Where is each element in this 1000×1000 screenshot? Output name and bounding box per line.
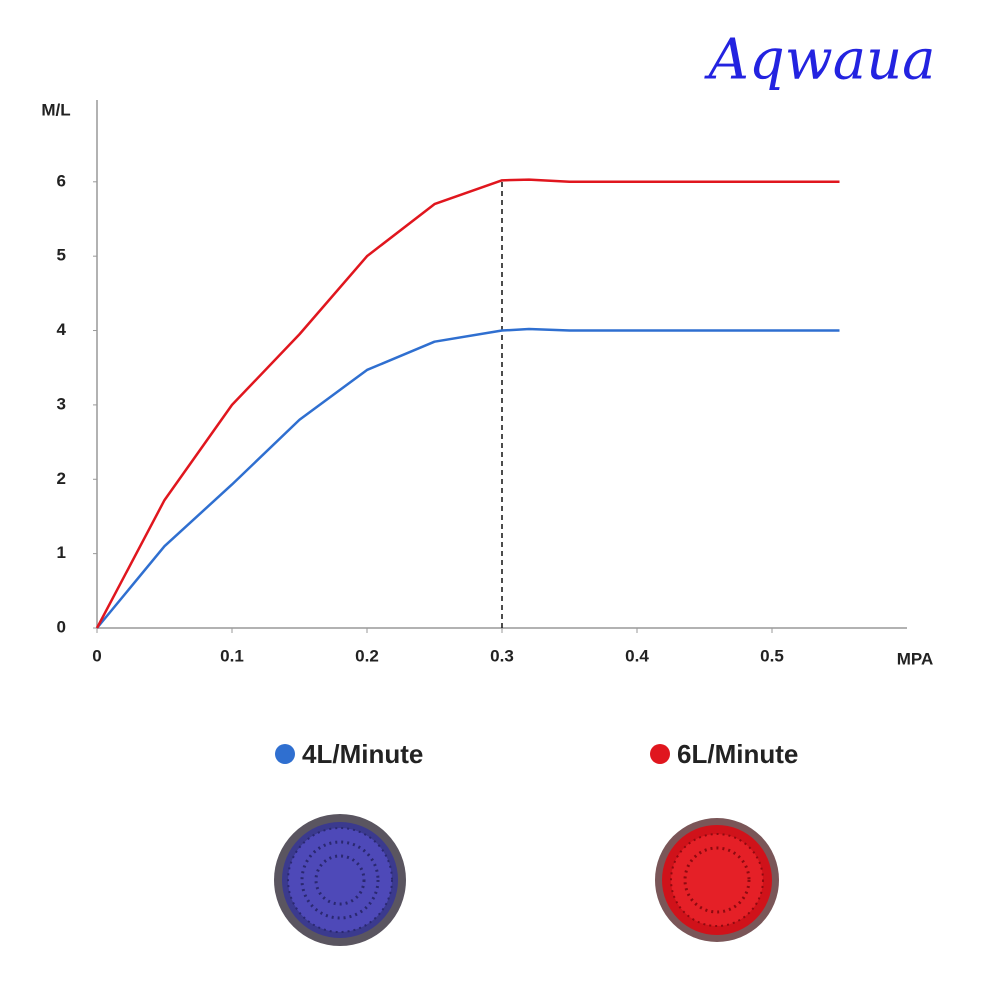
x-tick-label: 0 <box>92 646 101 665</box>
x-tick-label: 0.4 <box>625 646 649 665</box>
y-tick-label: 6 <box>57 171 66 190</box>
legend-swatch <box>275 744 295 764</box>
red-aerator <box>655 818 779 942</box>
series-line <box>96 327 840 629</box>
x-tick-label: 0.2 <box>355 646 379 665</box>
y-tick-label: 2 <box>57 469 66 488</box>
series-line <box>95 178 840 629</box>
x-tick-label: 0.5 <box>760 646 784 665</box>
legend-label: 6L/Minute <box>677 739 798 769</box>
chart-title: Aqwaua <box>703 28 935 93</box>
x-tick-label: 0.1 <box>220 646 244 665</box>
y-tick-label: 1 <box>57 543 66 562</box>
legend-swatch <box>650 744 670 764</box>
x-axis-label: MPA <box>897 649 934 668</box>
y-tick-label: 0 <box>57 617 66 636</box>
x-tick-label: 0.3 <box>490 646 514 665</box>
legend-label: 4L/Minute <box>302 739 423 769</box>
blue-aerator <box>274 814 406 946</box>
y-tick-label: 5 <box>57 246 66 265</box>
y-tick-label: 4 <box>57 320 67 339</box>
y-tick-label: 3 <box>57 394 66 413</box>
y-axis-label: M/L <box>41 100 70 119</box>
